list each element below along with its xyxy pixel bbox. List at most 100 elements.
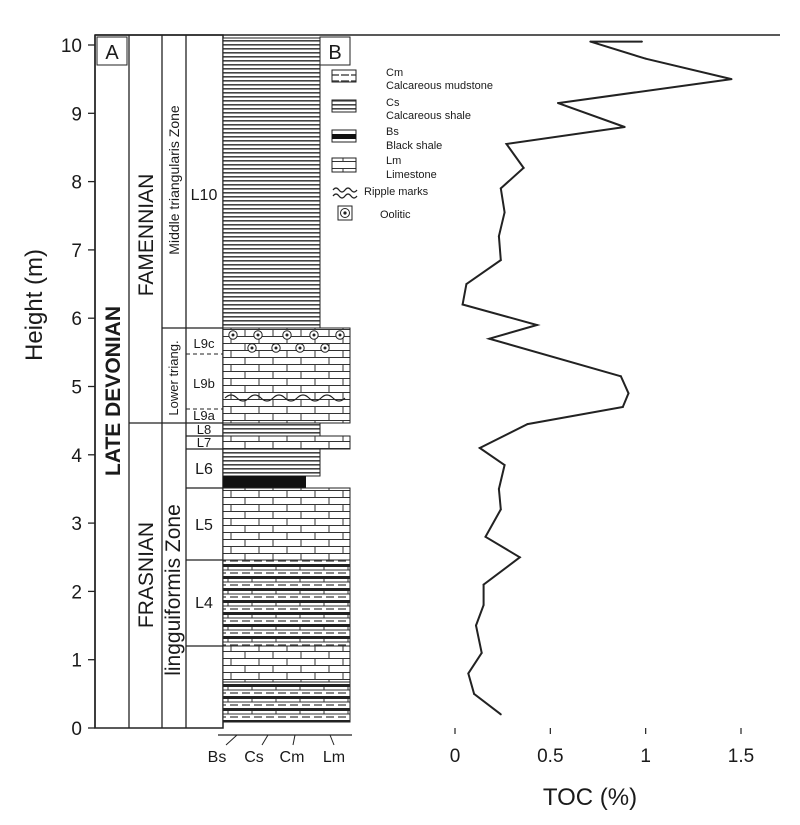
- zone-lower-triangularis: Lower triang.: [166, 340, 181, 415]
- toc-data-point: [499, 187, 502, 190]
- panel-a-label: A: [105, 42, 119, 64]
- y-tick-label: 8: [71, 173, 82, 194]
- litho-tick-cs: Cs: [244, 749, 264, 766]
- y-tick-label: 9: [71, 104, 82, 125]
- litho-tick-bs: Bs: [208, 749, 227, 766]
- toc-data-point: [640, 40, 643, 43]
- ooid-symbol: [228, 330, 238, 340]
- y-tick-label: 6: [71, 309, 82, 330]
- unit-l5: L5: [195, 517, 213, 534]
- toc-data-point: [644, 57, 647, 60]
- toc-data-point: [499, 713, 502, 716]
- ooid-symbol: [253, 330, 263, 340]
- toc-series-line: [461, 40, 732, 716]
- y-axis: 0 1 2 3 4 5 6 7 8 9 10 Height (m): [21, 35, 96, 740]
- lithology-axis: Bs Cs Cm Lm: [208, 734, 352, 766]
- toc-data-point: [488, 337, 491, 340]
- unit-l9a: L9a: [193, 408, 215, 423]
- unit-l7: L7: [197, 435, 211, 450]
- toc-data-point: [505, 143, 508, 146]
- ooid-symbol: [282, 330, 292, 340]
- oolitic-symbols: [228, 330, 345, 353]
- y-tick-label: 1: [71, 651, 82, 672]
- toc-data-point: [503, 211, 506, 214]
- toc-data-point: [535, 324, 538, 327]
- toc-data-point: [467, 672, 470, 675]
- toc-data-point: [484, 535, 487, 538]
- toc-data-point: [518, 556, 521, 559]
- unit-l6: L6: [195, 461, 213, 478]
- toc-data-point: [497, 235, 500, 238]
- toc-data-point: [556, 102, 559, 105]
- toc-data-point: [623, 125, 626, 128]
- legend-bs-name: Black shale: [386, 140, 442, 152]
- y-tick-label: 0: [71, 719, 82, 740]
- toc-data-point: [499, 508, 502, 511]
- x-tick-label: 0.5: [537, 746, 563, 767]
- ooid-symbol: [295, 343, 305, 353]
- lithology-log: [222, 37, 351, 723]
- toc-data-point: [621, 405, 624, 408]
- unit-l4: L4: [195, 595, 213, 612]
- legend-cm-name: Calcareous mudstone: [386, 80, 493, 92]
- toc-data-point: [478, 446, 481, 449]
- litho-tick-lm: Lm: [323, 749, 345, 766]
- y-tick-label: 3: [71, 514, 82, 535]
- toc-data-point: [473, 692, 476, 695]
- x-tick-label: 1: [640, 746, 651, 767]
- y-axis-label: Height (m): [21, 249, 48, 361]
- y-tick-label: 5: [71, 378, 82, 399]
- ooid-symbol: [309, 330, 319, 340]
- legend-oolitic: Oolitic: [380, 209, 411, 221]
- toc-data-point: [619, 375, 622, 378]
- litho-tick-cm: Cm: [280, 749, 305, 766]
- panel-b-box: [319, 36, 351, 66]
- legend: Cm Calcareous mudstone Cs Calcareous sha…: [331, 67, 493, 221]
- legend-bs-code: Bs: [386, 126, 399, 138]
- panel-b-label: B: [328, 42, 341, 64]
- ooid-symbol: [271, 343, 281, 353]
- legend-ripple: Ripple marks: [364, 186, 429, 198]
- legend-lm-name: Limestone: [386, 169, 437, 181]
- legend-cm-code: Cm: [386, 67, 403, 79]
- stratigraphy-columns: A LATE DEVONIAN FAMENNIAN FRASNIAN Middl…: [94, 34, 780, 729]
- x-tick-label: 1.5: [728, 746, 754, 767]
- y-tick-label: 10: [61, 36, 82, 57]
- toc-data-point: [526, 423, 529, 426]
- unit-l9c: L9c: [194, 336, 215, 351]
- toc-data-point: [627, 392, 630, 395]
- zone-lingguiformis: lingguiformis Zone: [162, 504, 185, 676]
- unit-l8: L8: [197, 422, 211, 437]
- stage-frasnian: FRASNIAN: [135, 522, 158, 628]
- toc-data-point: [499, 259, 502, 262]
- toc-data-point: [480, 651, 483, 654]
- toc-data-point: [589, 40, 592, 43]
- stage-famennian: FAMENNIAN: [135, 174, 158, 297]
- toc-data-point: [522, 166, 525, 169]
- y-tick-label: 7: [71, 241, 82, 262]
- ooid-symbol: [335, 330, 345, 340]
- legend-cs-name: Calcareous shale: [386, 110, 471, 122]
- toc-data-point: [465, 283, 468, 286]
- toc-data-point: [482, 583, 485, 586]
- toc-data-point: [503, 464, 506, 467]
- x-tick-label: 0: [450, 746, 461, 767]
- toc-plot: 0 0.5 1 1.5 TOC (%): [450, 40, 754, 811]
- toc-data-point: [730, 78, 733, 81]
- unit-l9b: L9b: [193, 376, 215, 391]
- x-axis-label: TOC (%): [543, 784, 637, 811]
- toc-data-point: [497, 487, 500, 490]
- unit-l10: L10: [191, 187, 218, 204]
- y-tick-label: 2: [71, 582, 82, 603]
- series-label: LATE DEVONIAN: [102, 306, 125, 476]
- toc-data-point: [474, 624, 477, 627]
- legend-cs-code: Cs: [386, 97, 400, 109]
- toc-data-point: [461, 303, 464, 306]
- ooid-symbol: [247, 343, 257, 353]
- zone-middle-triangularis: Middle triangularis Zone: [166, 105, 182, 255]
- ooid-symbol: [320, 343, 330, 353]
- y-tick-label: 4: [71, 446, 82, 467]
- toc-data-point: [482, 604, 485, 607]
- legend-lm-code: Lm: [386, 155, 401, 167]
